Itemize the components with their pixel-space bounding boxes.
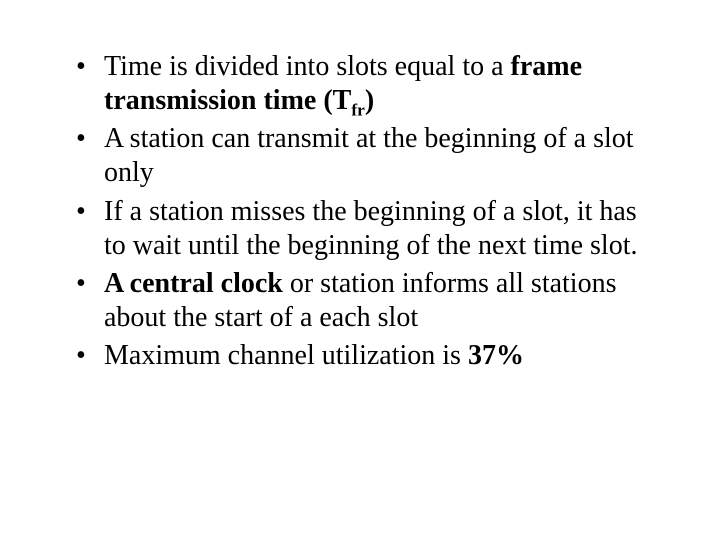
slide: Time is divided into slots equal to a fr…: [0, 0, 720, 540]
text-run: A station can transmit at the beginning …: [104, 123, 634, 188]
text-run: Time is divided into slots equal to a: [104, 51, 511, 82]
list-item: A station can transmit at the beginning …: [70, 122, 650, 190]
list-item: Maximum channel utilization is 37%: [70, 339, 650, 373]
text-run: Maximum channel utilization is: [104, 340, 468, 371]
text-run: ): [365, 85, 374, 116]
text-run: If a station misses the beginning of a s…: [104, 196, 637, 261]
list-item: Time is divided into slots equal to a fr…: [70, 50, 650, 118]
list-item: If a station misses the beginning of a s…: [70, 195, 650, 263]
text-run-bold: A central clock: [104, 268, 283, 299]
bullet-list: Time is divided into slots equal to a fr…: [70, 50, 650, 373]
list-item: A central clock or station informs all s…: [70, 267, 650, 335]
text-run-bold: 37%: [468, 340, 524, 371]
subscript: fr: [351, 101, 365, 120]
